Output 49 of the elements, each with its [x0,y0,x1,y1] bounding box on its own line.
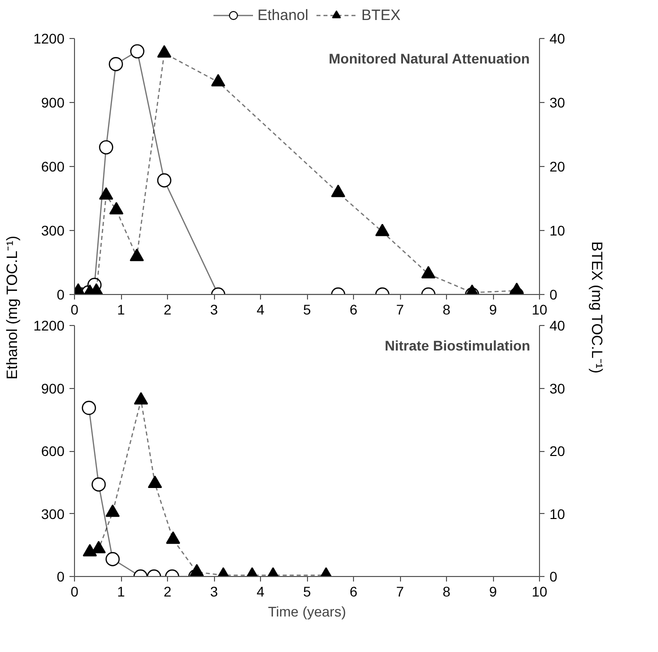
y-tick-label: 900 [41,94,65,110]
x-tick-label: 8 [442,302,451,318]
y2-tick-label: 10 [550,222,566,238]
y-tick-label: 1200 [33,30,65,46]
x-tick-label: 8 [442,584,451,600]
text: Monitored Natural Attenuation [328,50,530,66]
y-tick-label: 900 [41,380,65,396]
y-tick-label: 0 [56,286,65,302]
y-tick-label: 300 [41,222,65,238]
x-axis-title: Time (years) [268,604,346,620]
x-tick-label: 1 [117,584,126,600]
y2-tick-label: 0 [550,568,558,584]
y-tick-label: 1200 [33,318,65,334]
y2-tick-label: 10 [550,506,566,522]
x-tick-label: 10 [532,584,548,600]
y-axis-title: Ethanol (mg TOC.L⁻¹) [4,236,21,380]
y2-tick-label: 40 [550,318,566,334]
x-tick-label: 1 [117,302,126,318]
x-tick-label: 0 [70,302,79,318]
x-tick-label: 4 [256,584,265,600]
x-tick-label: 4 [256,302,265,318]
x-tick-label: 2 [164,302,172,318]
y-tick-label: 600 [41,158,65,174]
y-tick-label: 600 [41,443,65,459]
x-tick-label: 10 [532,302,548,318]
y-tick-label: 0 [56,568,65,584]
x-tick-label: 7 [396,584,404,600]
x-tick-label: 7 [396,302,404,318]
y2-tick-label: 30 [550,380,566,396]
x-tick-label: 5 [303,302,312,318]
text: Nitrate Biostimulation [384,338,530,354]
x-tick-label: 9 [489,584,498,600]
x-tick-label: 6 [350,302,358,318]
y2-tick-label: 30 [550,94,566,110]
y2-tick-label: 20 [550,443,566,459]
y2-tick-label: 0 [550,286,558,302]
x-tick-label: 0 [70,584,79,600]
legend-label: Ethanol [257,6,308,24]
x-tick-label: 3 [210,302,218,318]
x-tick-label: 3 [210,584,218,600]
legend-label: BTEX [361,6,401,24]
y2-axis-title: BTEX (mg TOC.L⁻¹) [588,241,605,374]
y-tick-label: 300 [41,506,65,522]
y2-tick-label: 20 [550,158,566,174]
x-tick-label: 5 [303,584,312,600]
x-tick-label: 6 [350,584,358,600]
x-tick-label: 2 [164,584,172,600]
x-tick-label: 9 [489,302,498,318]
y2-tick-label: 40 [550,30,566,46]
